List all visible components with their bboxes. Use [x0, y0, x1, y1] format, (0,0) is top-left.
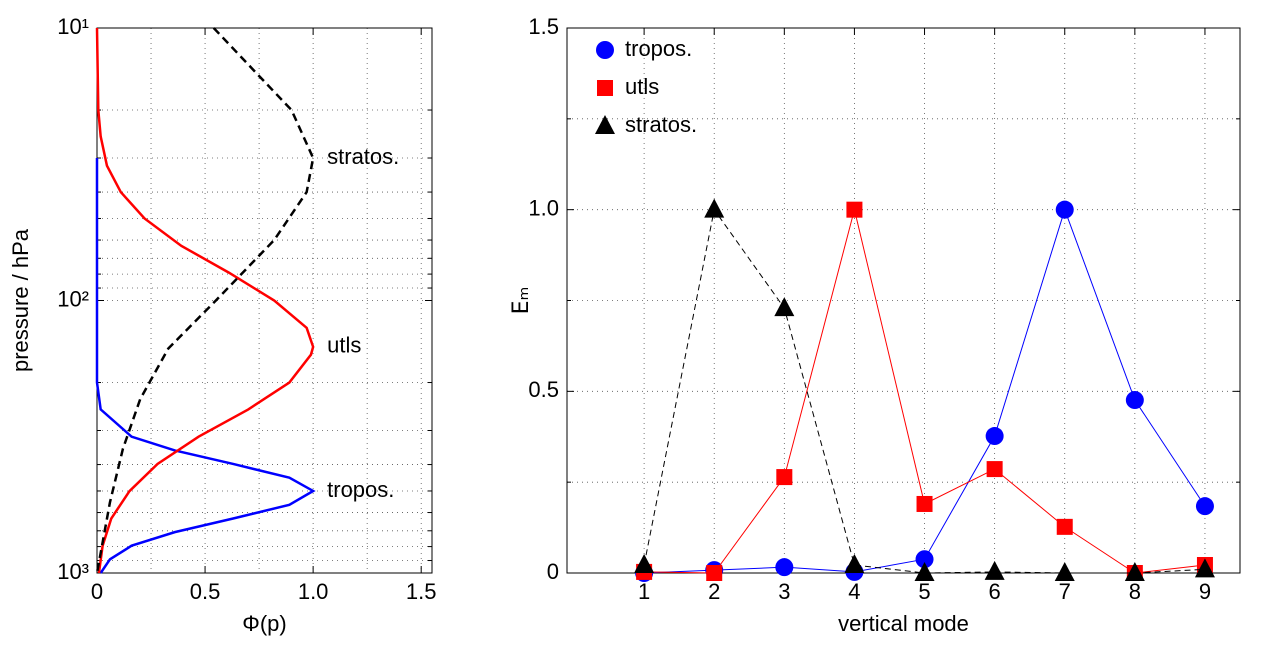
- plot-frame: [566, 27, 1241, 574]
- marker: [984, 560, 1005, 580]
- x-tick-label: 2: [708, 579, 720, 604]
- y-tick-label: 10³: [57, 559, 89, 584]
- legend-marker: [596, 41, 614, 59]
- x-tick-label: 1.0: [298, 579, 329, 604]
- x-tick-label: 6: [989, 579, 1001, 604]
- y-tick-label: 1.5: [528, 14, 559, 39]
- x-tick-label: 1.5: [406, 579, 437, 604]
- x-axis-label: vertical mode: [838, 611, 969, 636]
- y-tick-label: 10²: [57, 286, 89, 311]
- x-tick-label: 0.5: [190, 579, 221, 604]
- marker: [844, 554, 865, 574]
- x-tick-label: 3: [778, 579, 790, 604]
- y-axis-label: pressure / hPa: [8, 228, 33, 372]
- y-tick-label: 1.0: [528, 195, 559, 220]
- marker: [775, 558, 794, 577]
- series-line: [95, 27, 315, 574]
- legend-marker: [597, 80, 613, 96]
- legend-marker: [595, 115, 615, 134]
- marker: [986, 461, 1003, 478]
- marker: [1054, 562, 1075, 581]
- curve-label: stratos.: [327, 144, 399, 169]
- y-axis-label: Eₘ: [509, 287, 534, 315]
- y-tick-label: 0: [547, 559, 559, 584]
- series-line: [643, 208, 1205, 574]
- marker: [1055, 200, 1074, 219]
- marker: [914, 562, 935, 581]
- marker: [916, 495, 933, 512]
- y-tick-label: 10¹: [57, 14, 89, 39]
- x-tick-label: 4: [848, 579, 860, 604]
- x-tick-label: 1: [638, 579, 650, 604]
- series-line: [95, 27, 315, 574]
- marker: [915, 550, 934, 569]
- marker: [774, 297, 795, 317]
- x-tick-label: 9: [1199, 579, 1211, 604]
- marker: [985, 427, 1004, 446]
- legend-label: tropos.: [625, 36, 692, 61]
- x-tick-label: 7: [1059, 579, 1071, 604]
- x-tick-label: 0: [91, 579, 103, 604]
- x-tick-label: 5: [918, 579, 930, 604]
- curve-label: tropos.: [327, 477, 394, 502]
- y-tick-label: 0.5: [528, 377, 559, 402]
- marker: [1124, 562, 1145, 581]
- legend-label: stratos.: [625, 112, 697, 137]
- series-line: [95, 158, 316, 574]
- marker: [776, 469, 793, 486]
- marker: [634, 554, 655, 574]
- legend-label: utls: [625, 74, 659, 99]
- marker: [1125, 391, 1144, 410]
- marker: [1195, 497, 1214, 516]
- x-tick-label: 8: [1129, 579, 1141, 604]
- marker: [1194, 558, 1215, 578]
- x-axis-label: Φ(p): [242, 611, 286, 636]
- marker: [706, 565, 723, 581]
- curve-label: utls: [327, 333, 361, 358]
- marker: [1056, 518, 1073, 535]
- marker: [846, 201, 863, 218]
- marker: [704, 198, 725, 218]
